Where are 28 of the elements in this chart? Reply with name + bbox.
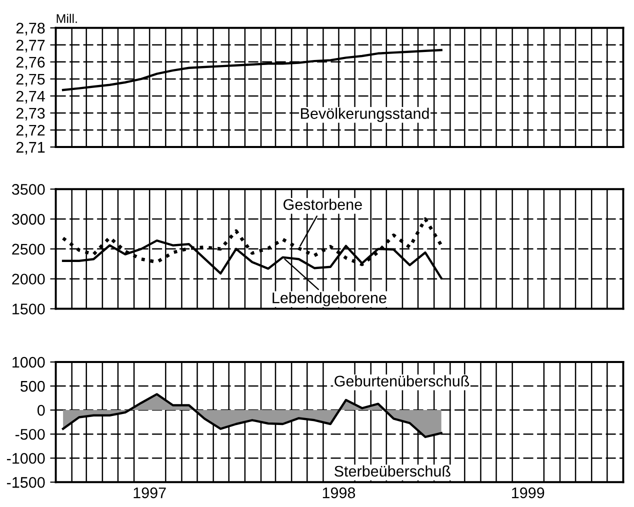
y-tick-label: 2,74 [16, 90, 45, 104]
annotation: Bevölkerungsstand [301, 108, 429, 122]
y-tick-label: 0 [37, 404, 45, 416]
y-tick-label: 2000 [12, 274, 45, 285]
y-tick-label: -1500 [6, 477, 45, 488]
y-tick-label: 2,72 [16, 124, 45, 138]
x-tick-label: 1997 [134, 487, 166, 498]
y-tick-label: 2,76 [16, 56, 45, 70]
annotation: Lebendgeborene [272, 292, 386, 306]
annotation: Sterbeüberschuß [334, 465, 450, 477]
y-tick-label: 2,73 [16, 108, 45, 120]
annotation: Gestorbene [284, 198, 362, 210]
y-tick-label: 2500 [12, 244, 45, 255]
y-tick-label: 1000 [12, 356, 45, 368]
y-axis-title: Mill. [56, 14, 77, 23]
annotation: Geburtenüberschuß [334, 375, 470, 387]
y-tick-label: 1500 [12, 304, 45, 314]
y-tick-label: 3000 [12, 214, 45, 225]
x-tick-label: 1999 [512, 487, 544, 498]
y-tick-label: 2,77 [16, 40, 45, 52]
y-tick-label: 2,71 [16, 142, 45, 155]
y-tick-label: 2,75 [16, 74, 45, 86]
y-tick-label: 2,78 [16, 22, 45, 36]
x-tick-label: 1998 [322, 487, 356, 498]
y-tick-label: -1000 [6, 452, 45, 464]
y-tick-label: 3500 [12, 184, 45, 195]
y-tick-label: 500 [20, 380, 45, 392]
y-tick-label: -500 [15, 428, 45, 440]
